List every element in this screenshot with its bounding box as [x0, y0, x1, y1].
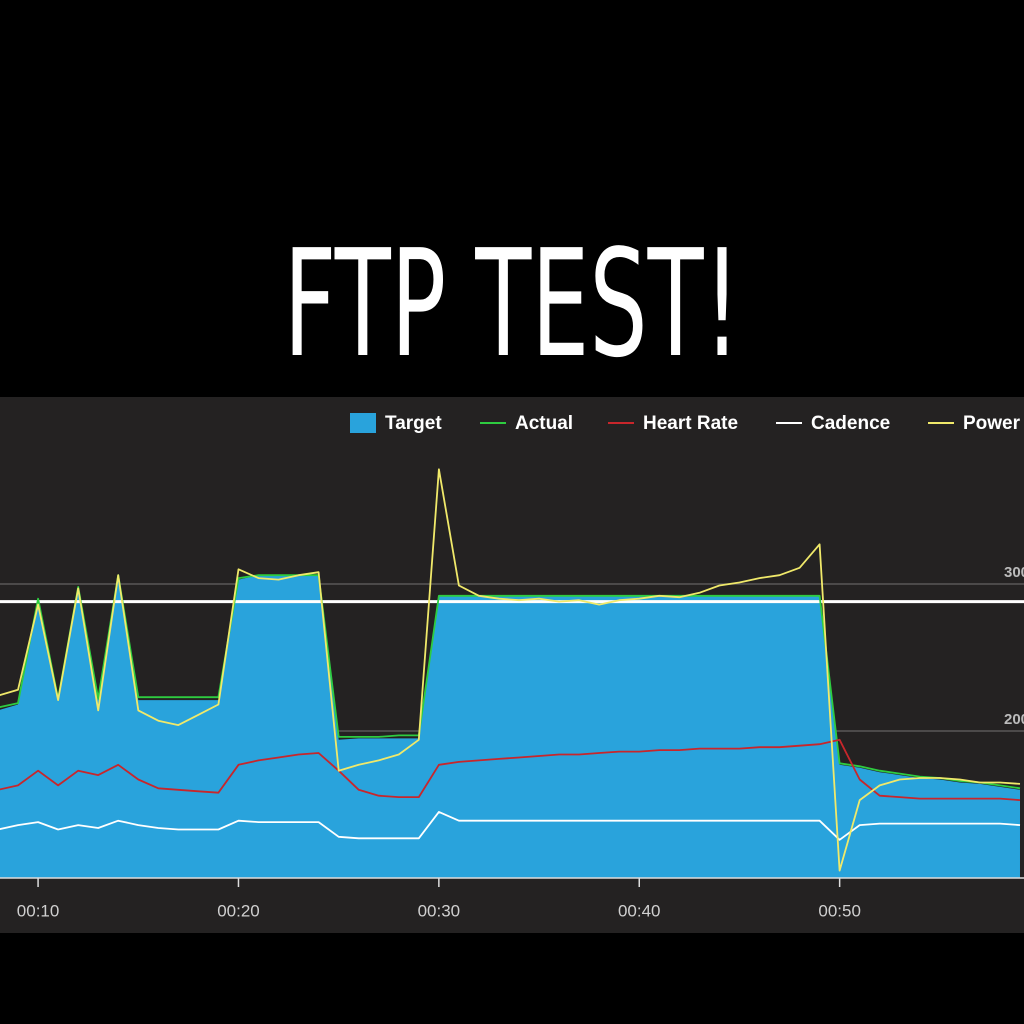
legend-label: Target: [385, 413, 442, 434]
legend-swatch: [350, 413, 376, 433]
x-tick-label: 00:50: [818, 901, 861, 920]
title: FTP TEST!: [284, 219, 741, 391]
x-tick-label: 00:20: [217, 901, 260, 920]
series-line: [0, 574, 1021, 790]
series-line: [0, 468, 1021, 872]
legend-label: Heart Rate: [643, 413, 738, 434]
legend-label: Power: [963, 413, 1021, 434]
target-area: [0, 575, 1020, 878]
x-tick-label: 00:30: [418, 901, 461, 920]
plot-area: [0, 468, 1024, 878]
x-tick-label: 00:10: [17, 901, 60, 920]
legend-label: Actual: [515, 413, 573, 434]
y-tick-label: 300: [1004, 564, 1024, 581]
axes: 200 300 00:10 00:20 00:30 00:40 00:50 Target Act…: [0, 413, 1024, 920]
x-tick-label: 00:40: [618, 901, 661, 920]
series-line: [0, 738, 1021, 801]
y-tick-label: 200: [1004, 711, 1024, 728]
legend-label: Cadence: [811, 413, 890, 434]
